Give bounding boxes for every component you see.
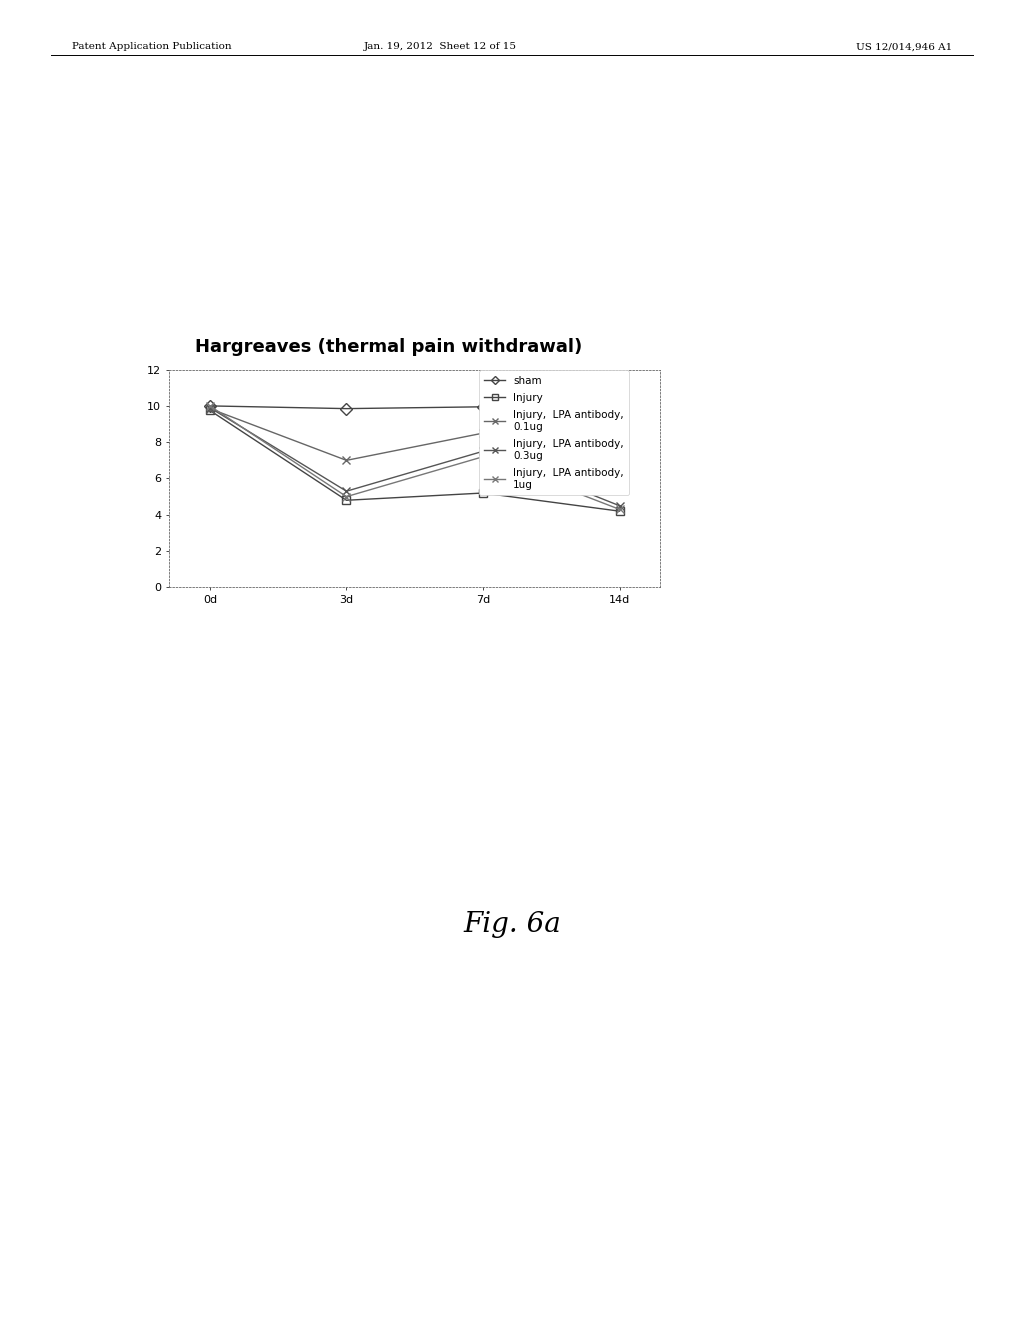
Text: Jan. 19, 2012  Sheet 12 of 15: Jan. 19, 2012 Sheet 12 of 15 [364, 42, 517, 51]
Text: US 12/014,946 A1: US 12/014,946 A1 [856, 42, 952, 51]
Legend: sham, Injury, Injury,  LPA antibody,
0.1ug, Injury,  LPA antibody,
0.3ug, Injury: sham, Injury, Injury, LPA antibody, 0.1u… [479, 371, 629, 495]
Text: Fig. 6a: Fig. 6a [463, 911, 561, 937]
Text: Patent Application Publication: Patent Application Publication [72, 42, 231, 51]
Text: Hargreaves (thermal pain withdrawal): Hargreaves (thermal pain withdrawal) [196, 338, 583, 356]
